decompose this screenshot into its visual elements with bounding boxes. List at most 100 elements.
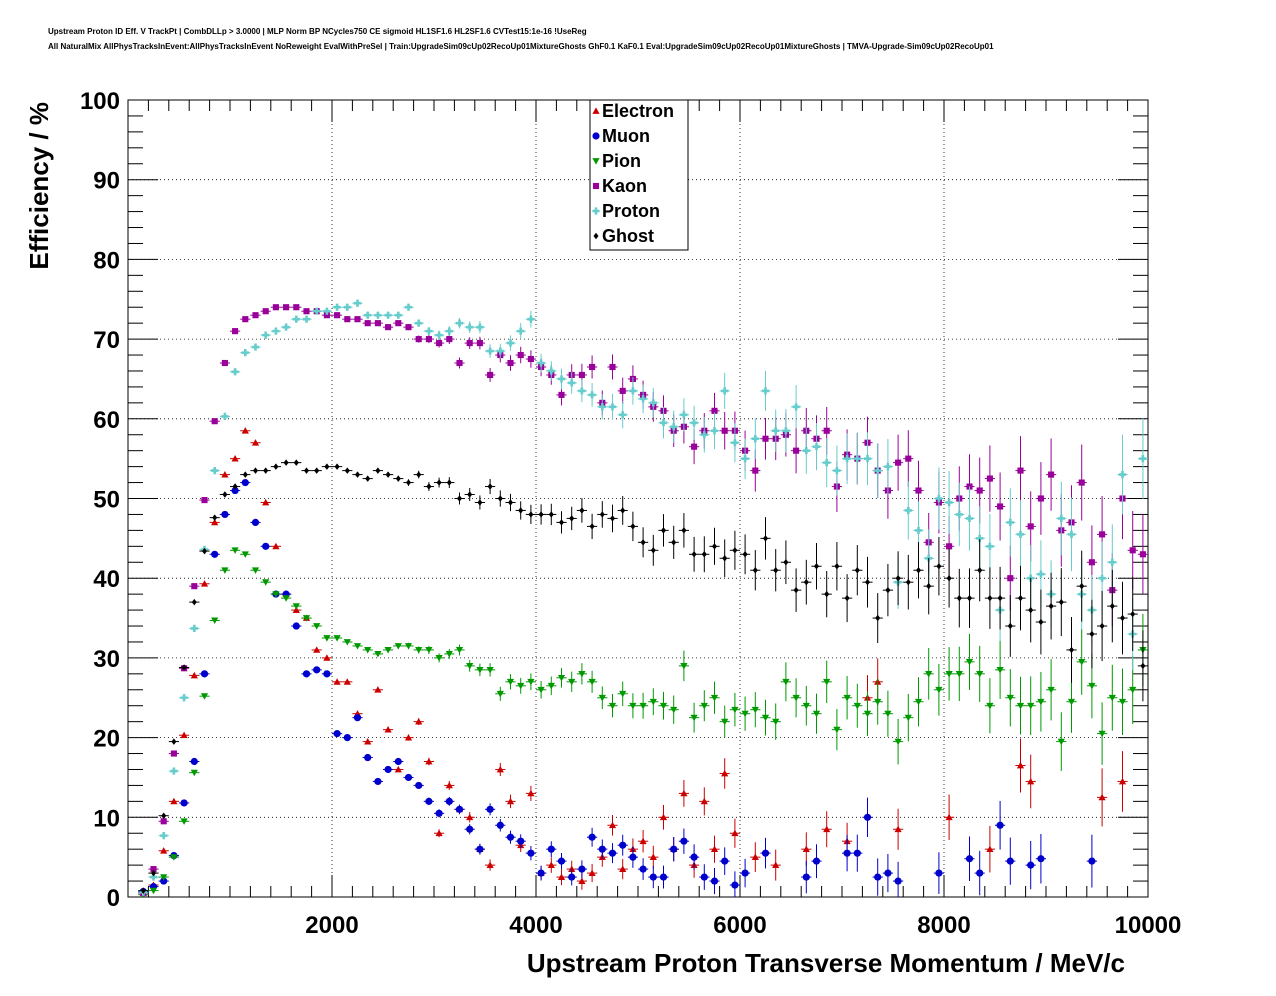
data-point: [854, 566, 860, 574]
data-point: [812, 710, 821, 718]
y-tick-label: 70: [93, 327, 120, 354]
data-point: [752, 566, 758, 574]
data-point: [823, 459, 831, 467]
data-series: [138, 299, 1148, 899]
data-point: [251, 518, 260, 527]
x-tick-label: 8000: [917, 912, 970, 939]
data-point: [834, 563, 840, 570]
data-point: [1089, 630, 1095, 638]
x-tick-label: 10000: [1115, 912, 1182, 939]
data-point: [680, 662, 688, 670]
data-point: [364, 311, 372, 319]
data-point: [160, 832, 168, 840]
legend-label: Proton: [602, 201, 660, 221]
data-point: [599, 511, 605, 518]
data-point: [659, 419, 668, 427]
data-point: [976, 670, 984, 678]
data-point: [455, 805, 464, 813]
data-point: [711, 407, 718, 414]
data-point: [1108, 694, 1116, 702]
data-point: [670, 845, 678, 853]
data-point: [323, 635, 331, 642]
header-line-2: All NaturalMix AllPhysTracksInEvent:AllP…: [48, 42, 994, 51]
data-point: [608, 821, 617, 829]
data-point: [435, 809, 443, 817]
data-point: [1027, 702, 1035, 710]
data-point: [241, 551, 249, 558]
data-point: [1037, 855, 1045, 863]
data-point: [466, 323, 474, 331]
data-point: [710, 877, 719, 885]
data-point: [1006, 857, 1014, 865]
data-point: [221, 412, 229, 421]
data-point: [374, 311, 382, 319]
data-point: [334, 463, 340, 470]
data-point: [629, 387, 637, 395]
data-point: [333, 730, 341, 738]
data-point: [608, 702, 617, 710]
data-point: [1006, 694, 1014, 702]
data-point: [496, 765, 504, 773]
data-point: [180, 799, 188, 807]
data-point: [527, 789, 535, 797]
data-point: [608, 403, 617, 411]
data-point: [773, 566, 779, 574]
legend-marker: [592, 132, 600, 140]
data-point: [955, 510, 963, 519]
data-point: [435, 655, 443, 662]
data-point: [149, 873, 158, 881]
data-point: [691, 443, 698, 450]
data-point: [1109, 602, 1115, 610]
data-point: [905, 455, 912, 462]
data-point: [476, 323, 484, 331]
data-point: [170, 750, 177, 757]
data-point: [721, 857, 729, 865]
data-point: [517, 327, 525, 335]
data-point: [1088, 857, 1096, 865]
data-point: [874, 467, 882, 475]
data-point: [894, 738, 902, 746]
data-point: [456, 359, 463, 367]
data-point: [568, 873, 576, 881]
data-point: [476, 845, 484, 853]
data-point: [446, 479, 452, 486]
data-point: [945, 670, 953, 678]
data-point: [190, 757, 198, 766]
y-tick-label: 30: [93, 646, 120, 673]
data-point: [812, 857, 821, 865]
data-point: [292, 315, 300, 323]
data-point: [741, 710, 749, 718]
data-point: [1140, 662, 1146, 670]
data-point: [365, 475, 371, 482]
data-point: [252, 467, 259, 474]
data-point: [1048, 602, 1054, 610]
data-point: [1119, 614, 1126, 622]
data-point: [262, 331, 270, 339]
legend-label: Electron: [602, 101, 674, 121]
data-point: [1088, 682, 1096, 690]
data-point: [752, 467, 759, 474]
data-point: [620, 507, 626, 514]
data-point: [976, 487, 983, 494]
data-point: [1007, 575, 1014, 582]
data-point: [925, 670, 933, 678]
data-point: [211, 518, 219, 526]
legend-label: Pion: [602, 151, 641, 171]
data-point: [292, 622, 300, 630]
data-point: [487, 483, 493, 490]
data-point: [1017, 467, 1024, 474]
data-point: [904, 714, 912, 722]
data-point: [436, 479, 442, 486]
data-point: [272, 304, 279, 311]
data-point: [476, 340, 483, 347]
data-point: [986, 475, 993, 482]
y-tick-label: 90: [93, 168, 120, 195]
data-point: [415, 718, 423, 725]
data-point: [578, 877, 586, 884]
data-point: [538, 511, 544, 518]
data-point: [875, 614, 881, 622]
data-point: [639, 702, 647, 710]
data-point: [608, 849, 617, 857]
data-point: [700, 873, 708, 881]
data-point: [171, 738, 177, 745]
